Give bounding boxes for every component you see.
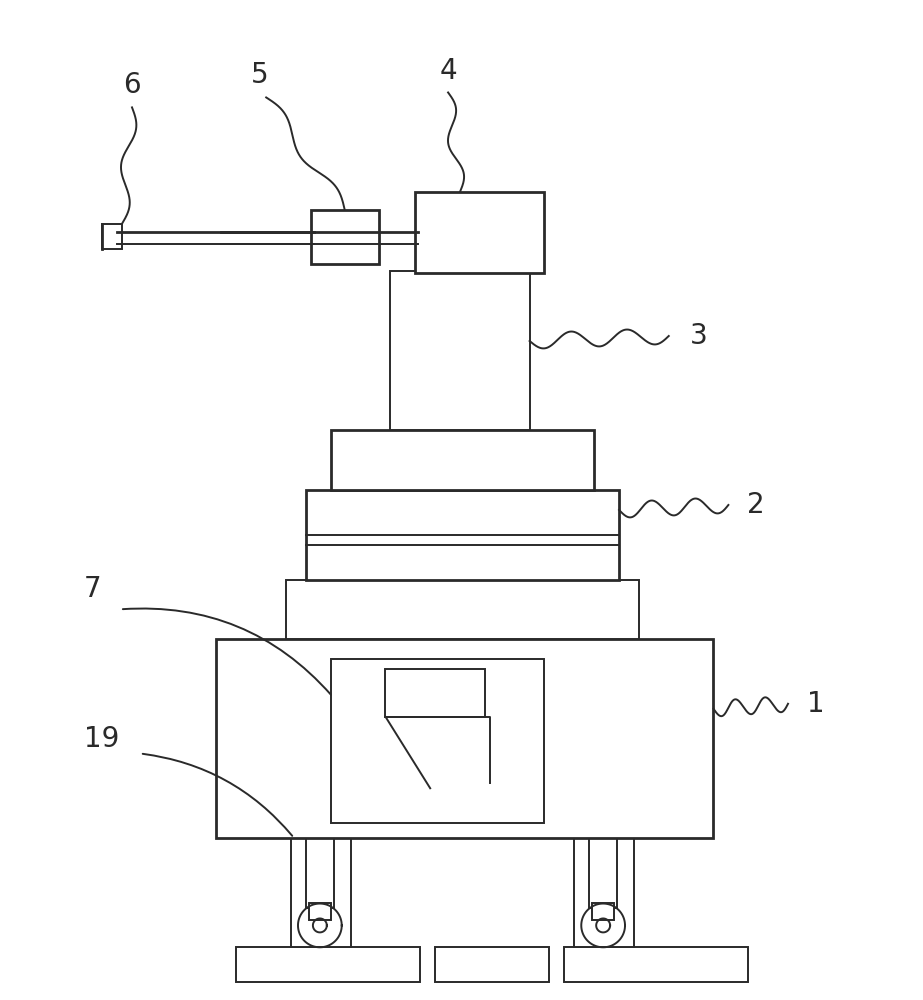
Bar xyxy=(311,210,378,264)
Bar xyxy=(291,838,351,947)
Text: 6: 6 xyxy=(123,71,141,99)
Bar xyxy=(309,903,330,920)
Bar xyxy=(306,838,334,908)
Bar xyxy=(330,659,545,823)
Bar xyxy=(330,430,594,490)
Bar xyxy=(217,639,713,838)
Bar xyxy=(102,224,122,249)
Bar xyxy=(386,669,485,717)
Bar xyxy=(574,838,634,947)
Bar xyxy=(415,192,545,273)
Bar xyxy=(589,838,617,908)
Bar xyxy=(564,947,749,982)
Text: 5: 5 xyxy=(250,61,268,89)
Bar xyxy=(435,947,549,982)
Text: 1: 1 xyxy=(807,690,824,718)
Bar xyxy=(286,580,639,639)
Bar xyxy=(306,490,619,580)
Text: 3: 3 xyxy=(689,322,707,350)
Bar xyxy=(236,947,420,982)
Bar xyxy=(593,903,614,920)
Text: 7: 7 xyxy=(83,575,101,603)
Text: 2: 2 xyxy=(748,491,765,519)
Text: 4: 4 xyxy=(439,57,457,85)
Bar xyxy=(390,271,530,430)
Text: 19: 19 xyxy=(85,725,120,753)
